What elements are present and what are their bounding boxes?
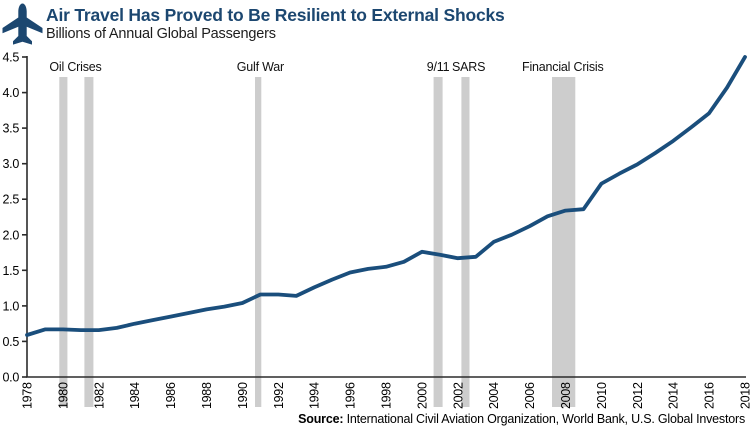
data-line xyxy=(25,55,747,337)
x-tick-label: 2008 xyxy=(559,382,573,409)
x-tick-label: 1990 xyxy=(236,382,250,409)
event-band xyxy=(552,77,576,407)
y-tick-label: 3.0 xyxy=(3,157,20,171)
x-tick-label: 2010 xyxy=(595,382,609,409)
event-band xyxy=(59,77,68,407)
x-tick-label: 2012 xyxy=(631,382,645,409)
event-label: SARS xyxy=(452,60,485,74)
event-band xyxy=(84,77,94,407)
x-tick-label: 1988 xyxy=(200,382,214,409)
x-tick-label: 1982 xyxy=(92,382,106,409)
source-prefix: Source: xyxy=(298,412,344,426)
airplane-icon xyxy=(2,3,43,45)
x-tick-label: 2000 xyxy=(415,382,429,409)
y-tick-label: 0.0 xyxy=(3,371,20,385)
event-label: Gulf War xyxy=(237,60,284,74)
x-tick-label: 1980 xyxy=(56,382,70,409)
x-tick-label: 1998 xyxy=(380,382,394,409)
x-tick-label: 1978 xyxy=(21,382,35,409)
event-band xyxy=(461,77,470,407)
event-label: Oil Crises xyxy=(49,60,101,74)
event-label: 9/11 xyxy=(427,60,450,74)
y-tick-label: 3.5 xyxy=(3,122,20,136)
chart-subtitle: Billions of Annual Global Passengers xyxy=(46,26,276,43)
x-tick-label: 1994 xyxy=(308,382,322,409)
x-tick-label: 2016 xyxy=(703,382,717,409)
y-tick-label: 2.5 xyxy=(3,193,20,207)
title-block: Air Travel Has Proved to Be Resilient to… xyxy=(46,2,505,43)
y-tick-label: 2.0 xyxy=(3,228,20,242)
event-band xyxy=(255,77,262,407)
event-band xyxy=(433,77,443,407)
x-tick-label: 2006 xyxy=(523,382,537,409)
source-line: Source: International Civil Aviation Org… xyxy=(298,412,745,426)
x-tick-label: 2018 xyxy=(739,382,750,409)
event-label: Financial Crisis xyxy=(522,60,604,74)
x-tick-label: 1984 xyxy=(128,382,142,409)
x-tick-label: 1996 xyxy=(344,382,358,409)
y-tick-label: 1.0 xyxy=(3,299,20,313)
source-text: International Civil Aviation Organizatio… xyxy=(343,412,746,426)
x-tick-label: 1992 xyxy=(272,382,286,409)
x-tick-label: 2002 xyxy=(451,382,465,409)
x-tick-label: 2014 xyxy=(667,382,681,409)
x-tick-label: 1986 xyxy=(164,382,178,409)
y-tick-label: 4.0 xyxy=(3,86,20,100)
y-tick-label: 1.5 xyxy=(3,264,20,278)
chart-title: Air Travel Has Proved to Be Resilient to… xyxy=(46,5,505,25)
y-tick-label: 4.5 xyxy=(3,51,20,65)
y-tick-label: 0.5 xyxy=(3,335,20,349)
x-tick-label: 2004 xyxy=(487,382,501,409)
chart-header: Air Travel Has Proved to Be Resilient to… xyxy=(2,2,505,48)
